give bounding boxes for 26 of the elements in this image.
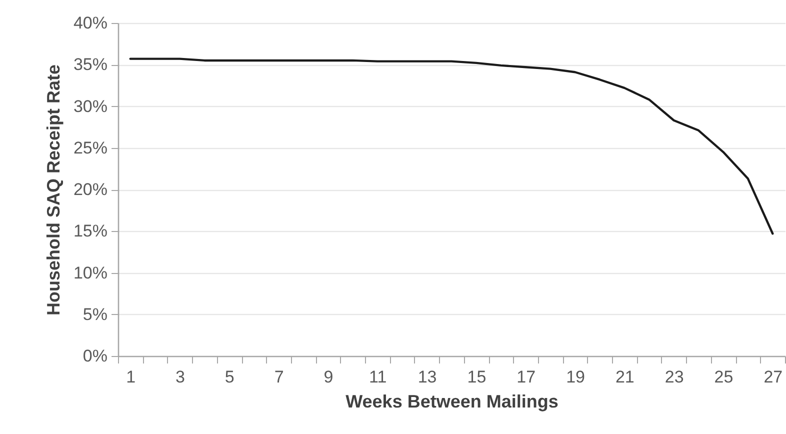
y-tick-label: 25% [73, 138, 108, 158]
y-tick-label: 20% [73, 180, 108, 199]
x-tick-label: 9 [324, 368, 334, 386]
y-tick-label: 40% [73, 14, 108, 32]
x-tick-label: 21 [615, 368, 634, 386]
y-tick-label: 30% [73, 96, 108, 116]
x-tick-label: 11 [369, 368, 387, 386]
y-tick-label: 5% [82, 304, 108, 324]
y-tick-label: 15% [73, 222, 108, 241]
x-tick-label: 5 [224, 368, 234, 386]
x-tick-label: 27 [764, 368, 783, 386]
x-tick-label: 25 [714, 368, 734, 386]
y-tick-label: 0% [82, 346, 108, 366]
line-series [129, 58, 774, 235]
x-axis-title: Weeks Between Mailings [346, 392, 558, 412]
x-tick-label: 3 [176, 368, 185, 386]
y-axis-title: Household SAQ Receipt Rate [43, 64, 64, 316]
y-tick-label: 35% [73, 55, 108, 74]
y-tick-label: 10% [73, 263, 108, 282]
x-tick-label: 7 [274, 368, 284, 386]
x-tick-label: 15 [467, 368, 486, 386]
x-tick-label: 1 [126, 368, 136, 386]
x-tick-label: 17 [516, 368, 536, 386]
x-tick-label: 19 [566, 368, 585, 386]
x-tick-label: 23 [664, 368, 684, 386]
x-tick-label: 13 [418, 368, 437, 386]
